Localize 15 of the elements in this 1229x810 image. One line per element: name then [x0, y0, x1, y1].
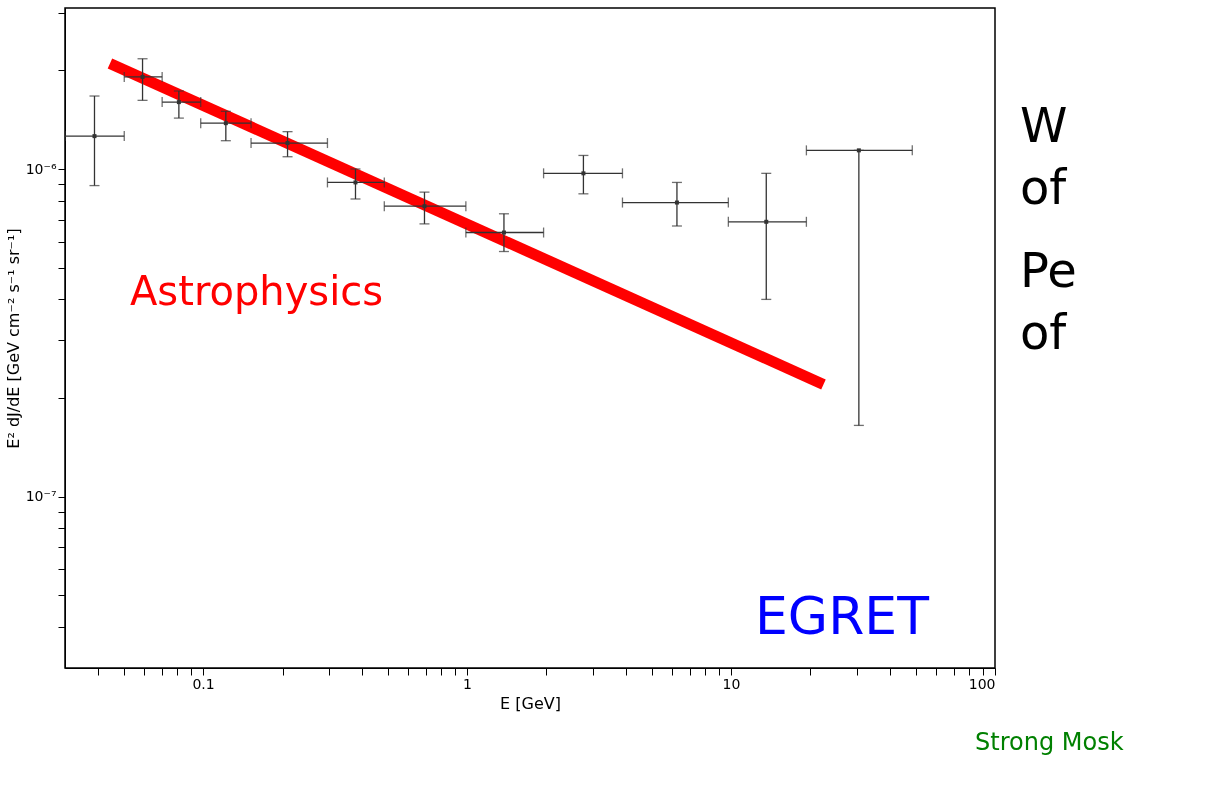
text: of [1020, 159, 1068, 215]
x-tick-label: 0.1 [192, 675, 215, 692]
y-axis-title: E² dJ/dE [GeV cm⁻² s⁻¹ sr⁻¹] [3, 228, 23, 449]
text: W [1020, 97, 1068, 153]
y-tick-label: 10⁻⁷ [25, 488, 57, 505]
annotation: EGRET [755, 586, 930, 646]
text: of [1020, 304, 1068, 360]
x-tick-label: 10 [722, 675, 741, 692]
y-tick-label: 10⁻⁶ [25, 160, 57, 177]
text: Strong Mosk [975, 728, 1124, 756]
x-axis-title: E [GeV] [500, 693, 561, 713]
x-tick-label: 1 [463, 675, 472, 692]
text: Pe [1020, 242, 1077, 298]
series-label: Astrophysics [130, 268, 384, 314]
x-tick-label: 100 [968, 675, 996, 692]
